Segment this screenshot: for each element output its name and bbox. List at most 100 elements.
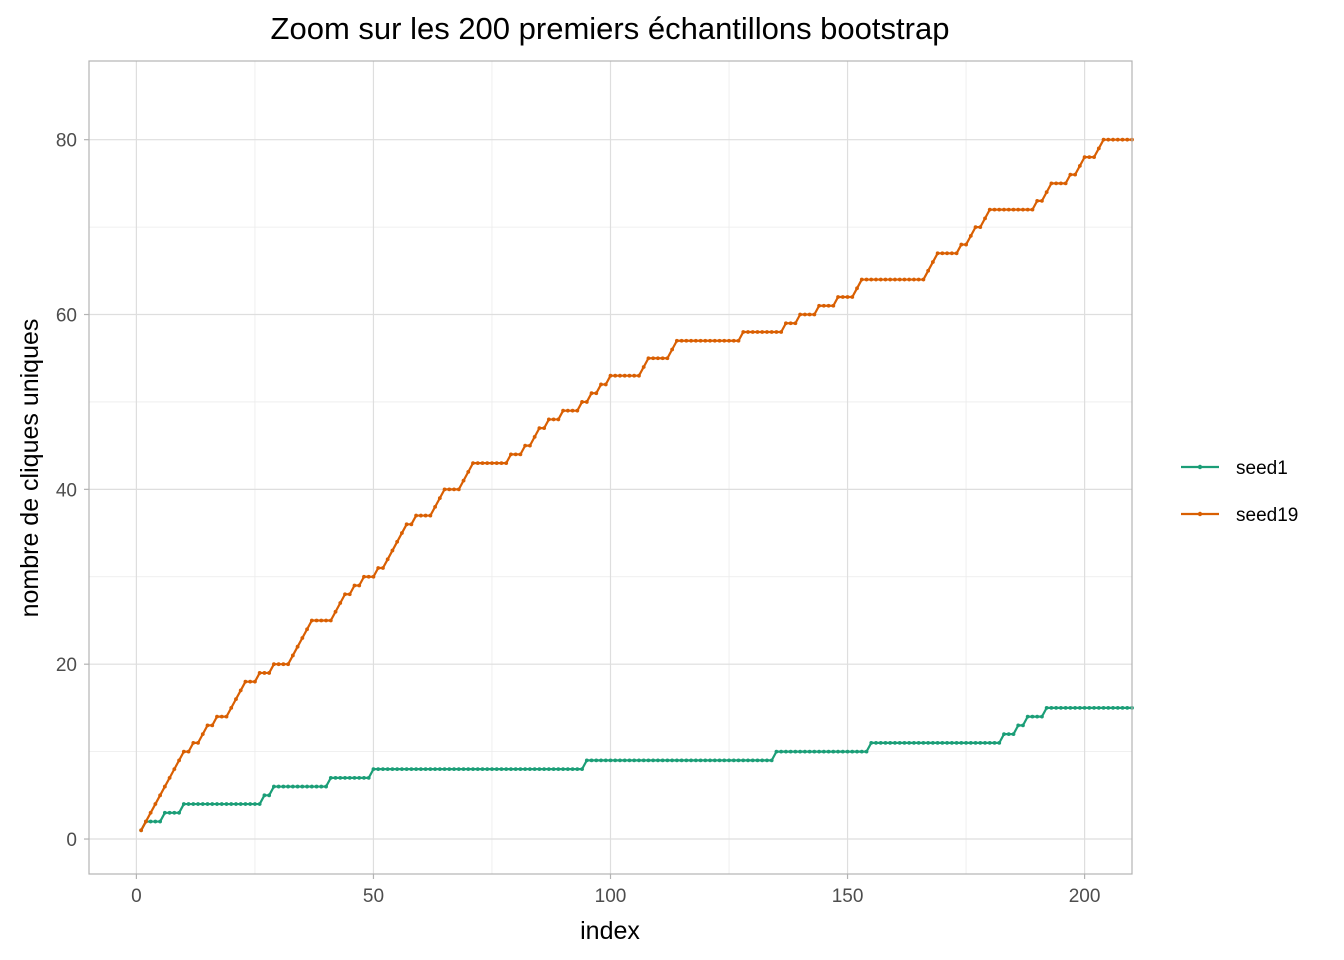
data-point xyxy=(272,784,276,789)
data-point xyxy=(172,767,177,771)
data-point xyxy=(366,775,371,780)
data-point xyxy=(973,225,978,230)
data-point xyxy=(788,749,793,754)
data-point xyxy=(850,295,855,299)
data-point xyxy=(248,679,253,684)
data-point xyxy=(784,749,788,754)
data-point xyxy=(940,251,945,256)
data-point xyxy=(466,469,471,474)
data-point xyxy=(248,802,253,806)
data-point xyxy=(1077,164,1082,168)
data-point xyxy=(504,767,509,771)
data-point xyxy=(594,758,599,763)
data-point xyxy=(390,767,395,771)
data-point xyxy=(769,758,774,763)
x-tick-label: 50 xyxy=(363,886,384,907)
series-line xyxy=(140,138,1132,831)
data-point xyxy=(371,767,376,771)
data-point xyxy=(409,522,414,527)
data-point xyxy=(964,242,968,247)
data-point xyxy=(821,303,826,308)
data-point xyxy=(1025,207,1030,212)
data-point xyxy=(907,740,912,745)
data-point xyxy=(546,417,551,422)
data-point xyxy=(471,767,475,771)
data-point xyxy=(883,277,888,282)
data-point xyxy=(309,618,314,623)
data-point xyxy=(798,312,803,317)
data-point xyxy=(509,452,513,457)
data-point xyxy=(229,706,234,710)
data-point xyxy=(423,767,428,771)
data-point xyxy=(788,321,793,326)
data-point xyxy=(727,338,731,343)
data-point xyxy=(1044,706,1049,710)
data-point xyxy=(404,522,409,527)
data-point xyxy=(954,251,959,256)
x-axis-title: index xyxy=(580,917,640,945)
data-point xyxy=(1125,706,1130,710)
data-point xyxy=(613,373,618,378)
data-point xyxy=(845,295,850,299)
data-point xyxy=(1082,155,1087,160)
data-point xyxy=(347,592,352,597)
data-point xyxy=(362,574,366,579)
data-point xyxy=(551,417,556,422)
x-tick-label: 200 xyxy=(1069,886,1101,907)
data-point xyxy=(556,417,561,422)
y-tick-label: 0 xyxy=(66,830,77,851)
data-point xyxy=(347,775,352,780)
data-point xyxy=(760,758,765,763)
data-point xyxy=(153,802,158,806)
data-point xyxy=(622,758,627,763)
data-point xyxy=(850,749,855,754)
data-point xyxy=(224,802,229,806)
data-point xyxy=(618,373,622,378)
data-point xyxy=(1049,706,1054,710)
data-point xyxy=(196,740,200,745)
data-point xyxy=(300,784,305,789)
data-point xyxy=(599,382,603,387)
data-point xyxy=(362,775,366,780)
gridlines xyxy=(89,61,1132,874)
data-point xyxy=(987,740,992,745)
data-point xyxy=(1082,706,1087,710)
data-point xyxy=(1040,714,1044,719)
data-point xyxy=(746,330,750,334)
data-point xyxy=(921,277,926,282)
data-point xyxy=(802,749,807,754)
data-point xyxy=(328,618,333,623)
data-point xyxy=(864,277,869,282)
data-point xyxy=(257,802,262,806)
data-point xyxy=(878,277,883,282)
data-point xyxy=(1077,706,1082,710)
data-point xyxy=(371,574,376,579)
plot-series xyxy=(139,137,1134,833)
data-point xyxy=(997,207,1002,212)
data-point xyxy=(1021,207,1025,212)
data-point xyxy=(679,758,684,763)
data-point xyxy=(191,802,196,806)
data-point xyxy=(243,679,248,684)
data-point xyxy=(916,740,921,745)
data-point xyxy=(897,277,902,282)
data-point xyxy=(646,758,651,763)
data-point xyxy=(238,688,243,693)
data-point xyxy=(215,714,219,719)
data-point xyxy=(779,749,784,754)
data-point xyxy=(1120,137,1125,142)
data-point xyxy=(1002,207,1006,212)
data-point xyxy=(1106,706,1111,710)
data-point xyxy=(968,233,973,238)
data-point xyxy=(779,330,784,334)
data-point xyxy=(893,277,897,282)
data-point xyxy=(1030,207,1035,212)
data-point xyxy=(845,749,850,754)
data-point xyxy=(736,758,741,763)
data-point xyxy=(191,740,196,745)
data-point xyxy=(357,775,362,780)
data-point xyxy=(295,644,300,649)
data-point xyxy=(874,277,878,282)
data-point xyxy=(385,557,390,562)
data-point xyxy=(864,749,869,754)
